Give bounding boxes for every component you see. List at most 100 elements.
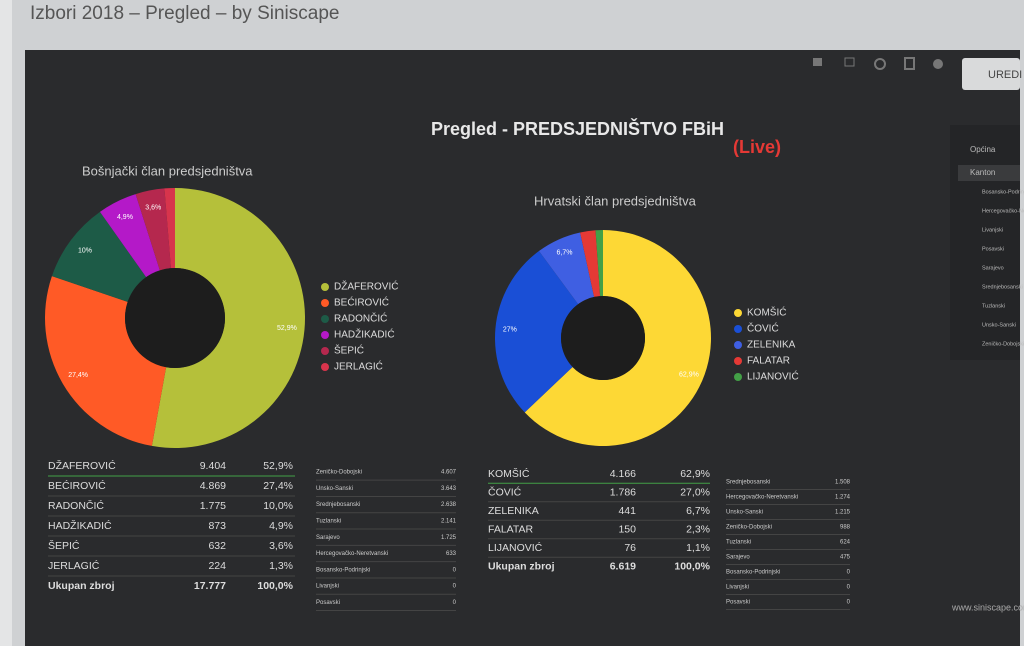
slice bbox=[494, 251, 579, 413]
table-cell: HADŽIKADIĆ bbox=[48, 519, 112, 532]
sidebar-item[interactable]: Kanton bbox=[970, 168, 995, 177]
table-cell: 4,9% bbox=[269, 520, 293, 532]
sidebar-item[interactable]: Zeničko-Dobojski bbox=[982, 341, 1024, 347]
table-cell: FALATAR bbox=[488, 523, 534, 535]
sidebar-item[interactable]: Unsko-Sanski bbox=[982, 322, 1016, 328]
slice bbox=[99, 194, 160, 278]
legend-marker bbox=[321, 283, 329, 291]
canton-name: Posavski bbox=[316, 600, 340, 606]
legend-label: KOMŠIĆ bbox=[747, 306, 786, 319]
canton-name: Srednjebosanski bbox=[316, 502, 360, 508]
table-cell: 2,3% bbox=[686, 523, 710, 535]
copy-icon[interactable] bbox=[904, 57, 915, 70]
legend-label: ČOVIĆ bbox=[747, 322, 779, 335]
legend-label: RADONČIĆ bbox=[334, 312, 387, 325]
legend-marker bbox=[321, 299, 329, 307]
slice bbox=[135, 188, 171, 271]
sidebar-item[interactable]: Posavski bbox=[982, 246, 1004, 252]
slice bbox=[45, 276, 167, 446]
canton-value: 988 bbox=[840, 525, 851, 531]
canton-name: Tuzlanski bbox=[316, 518, 341, 524]
edit-button-label[interactable]: UREDI bbox=[988, 69, 1022, 81]
canton-value: 3.643 bbox=[441, 486, 457, 492]
legend-label: BEĆIROVIĆ bbox=[334, 296, 389, 309]
sidebar-item[interactable]: Sarajevo bbox=[982, 265, 1004, 271]
slice bbox=[538, 232, 595, 305]
slice bbox=[151, 188, 305, 448]
sidebar-item[interactable]: Srednjebosanski bbox=[982, 284, 1023, 290]
table-cell: BEĆIROVIĆ bbox=[48, 479, 106, 492]
table-cell: 10,0% bbox=[263, 500, 293, 512]
canton-value: 0 bbox=[453, 600, 457, 606]
table-cell: 9.404 bbox=[200, 460, 226, 472]
legend-label: DŽAFEROVIĆ bbox=[334, 280, 398, 293]
table-cell: KOMŠIĆ bbox=[488, 467, 530, 480]
canton-value: 1.725 bbox=[441, 535, 457, 541]
canton-value: 2.141 bbox=[441, 518, 457, 524]
canton-name: Unsko-Sanski bbox=[726, 510, 763, 516]
sidebar-active bbox=[958, 165, 1020, 181]
table-cell: DŽAFEROVIĆ bbox=[48, 459, 116, 472]
slice bbox=[51, 211, 147, 302]
slice-label: 4,9% bbox=[117, 214, 133, 221]
slice-label: 62,9% bbox=[679, 372, 699, 379]
fullscreen-icon[interactable] bbox=[844, 57, 855, 67]
table-cell: 873 bbox=[208, 520, 226, 532]
canton-value: 2.638 bbox=[441, 502, 457, 508]
canton-value: 0 bbox=[453, 567, 457, 573]
canton-value: 1.274 bbox=[835, 495, 851, 501]
table-cell: 76 bbox=[624, 542, 636, 554]
left-strip bbox=[0, 0, 12, 646]
slice-label: 3,6% bbox=[145, 205, 161, 212]
window-title: Izbori 2018 – Pregled – by Siniscape bbox=[30, 3, 339, 24]
canton-value: 4.607 bbox=[441, 470, 457, 476]
refresh-icon[interactable] bbox=[874, 58, 886, 70]
table-cell: 632 bbox=[208, 540, 226, 552]
sidebar bbox=[950, 125, 1020, 360]
table-cell: 27,4% bbox=[263, 480, 293, 492]
canton-name: Hercegovačko-Neretvanski bbox=[316, 551, 388, 557]
table-cell: 1,1% bbox=[686, 542, 710, 554]
table-cell: 224 bbox=[208, 560, 226, 572]
sidebar-item[interactable]: Livanjski bbox=[982, 227, 1003, 233]
table-cell: RADONČIĆ bbox=[48, 499, 104, 512]
table-cell: 1.786 bbox=[610, 486, 636, 498]
canton-name: Livanjski bbox=[316, 584, 339, 590]
table-cell: Ukupan zbroj bbox=[48, 580, 115, 592]
table-cell: 6,7% bbox=[686, 505, 710, 517]
sidebar-item[interactable]: Bosansko-Podrinjski bbox=[982, 189, 1024, 195]
table-cell: 17.777 bbox=[194, 580, 226, 592]
legend-marker bbox=[734, 373, 742, 381]
legend-marker bbox=[321, 331, 329, 339]
donut-hole bbox=[125, 268, 225, 368]
sidebar-item[interactable]: Općina bbox=[970, 145, 996, 154]
sidebar-item[interactable]: Hercegovačko-Neretvanski bbox=[982, 208, 1024, 214]
table-cell: 3,6% bbox=[269, 540, 293, 552]
legend-marker bbox=[734, 357, 742, 365]
table-cell: 150 bbox=[618, 523, 636, 535]
canton-value: 1.215 bbox=[835, 510, 851, 516]
canton-value: 0 bbox=[453, 584, 457, 590]
edit-button[interactable] bbox=[962, 58, 1020, 90]
table-cell: 100,0% bbox=[674, 560, 710, 572]
canton-name: Sarajevo bbox=[726, 555, 750, 561]
canton-value: 1.508 bbox=[835, 480, 851, 486]
legend-marker bbox=[321, 363, 329, 371]
canton-name: Posavski bbox=[726, 600, 750, 606]
table-cell: 4.166 bbox=[610, 468, 636, 480]
table-cell: 1.775 bbox=[200, 500, 226, 512]
slice-label: 6,7% bbox=[557, 250, 573, 257]
table-cell: 4.869 bbox=[200, 480, 226, 492]
legend-marker bbox=[734, 309, 742, 317]
dashboard-title: Pregled - PREDSJEDNIŠTVO FBiH bbox=[431, 118, 724, 139]
download-icon[interactable] bbox=[813, 58, 822, 66]
legend-marker bbox=[321, 315, 329, 323]
canton-name: Unsko-Sanski bbox=[316, 486, 353, 492]
share-icon[interactable] bbox=[933, 59, 943, 69]
slice-label: 27,4% bbox=[68, 372, 88, 379]
table-cell: 441 bbox=[618, 505, 636, 517]
toolbar-icons bbox=[813, 57, 943, 70]
sidebar-item[interactable]: Tuzlanski bbox=[982, 303, 1005, 309]
